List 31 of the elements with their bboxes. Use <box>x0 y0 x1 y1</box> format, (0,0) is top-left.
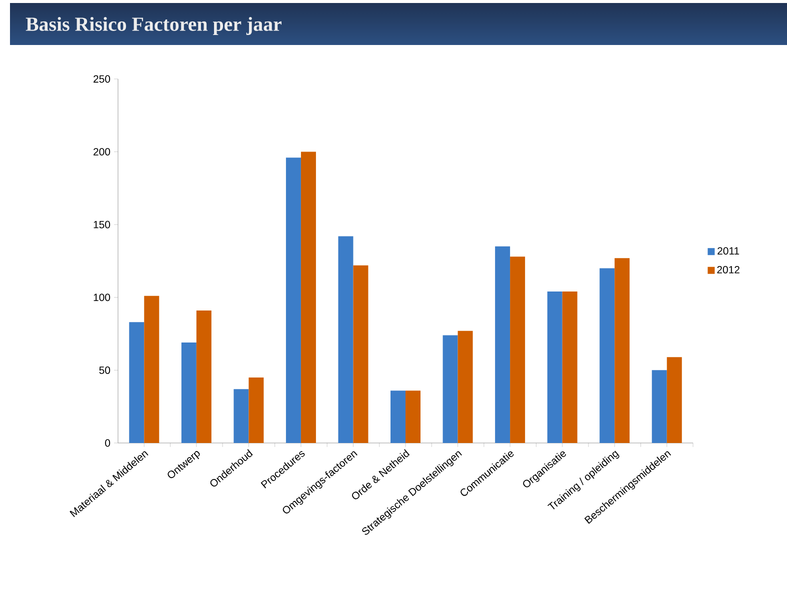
bar <box>234 389 249 443</box>
y-tick-label: 50 <box>99 366 110 374</box>
bar <box>248 377 264 443</box>
bar <box>652 370 667 443</box>
bar <box>286 158 301 443</box>
bar <box>181 342 196 443</box>
y-tick-label: 150 <box>94 220 110 228</box>
y-tick-label: 250 <box>94 75 110 83</box>
bar <box>547 292 562 443</box>
bar <box>614 258 630 443</box>
bar <box>600 268 615 443</box>
bar <box>458 330 473 443</box>
legend-label: 2011 <box>718 247 740 255</box>
bar <box>353 265 368 443</box>
bar <box>510 256 526 443</box>
y-tick-label: 200 <box>94 148 110 156</box>
bar <box>562 292 578 443</box>
bar <box>390 390 406 443</box>
bar <box>338 236 354 443</box>
bar <box>300 152 316 443</box>
bar <box>442 335 458 443</box>
bar <box>495 246 510 443</box>
y-tick-label: 0 <box>105 439 110 447</box>
bar <box>144 296 160 443</box>
legend-label: 2012 <box>717 266 740 274</box>
chart-title: Basis Risico Factoren per jaar <box>26 16 282 36</box>
bar <box>406 390 421 443</box>
bar <box>129 322 144 443</box>
bar <box>666 357 682 443</box>
bar <box>196 310 212 443</box>
y-tick-label: 100 <box>94 294 110 302</box>
